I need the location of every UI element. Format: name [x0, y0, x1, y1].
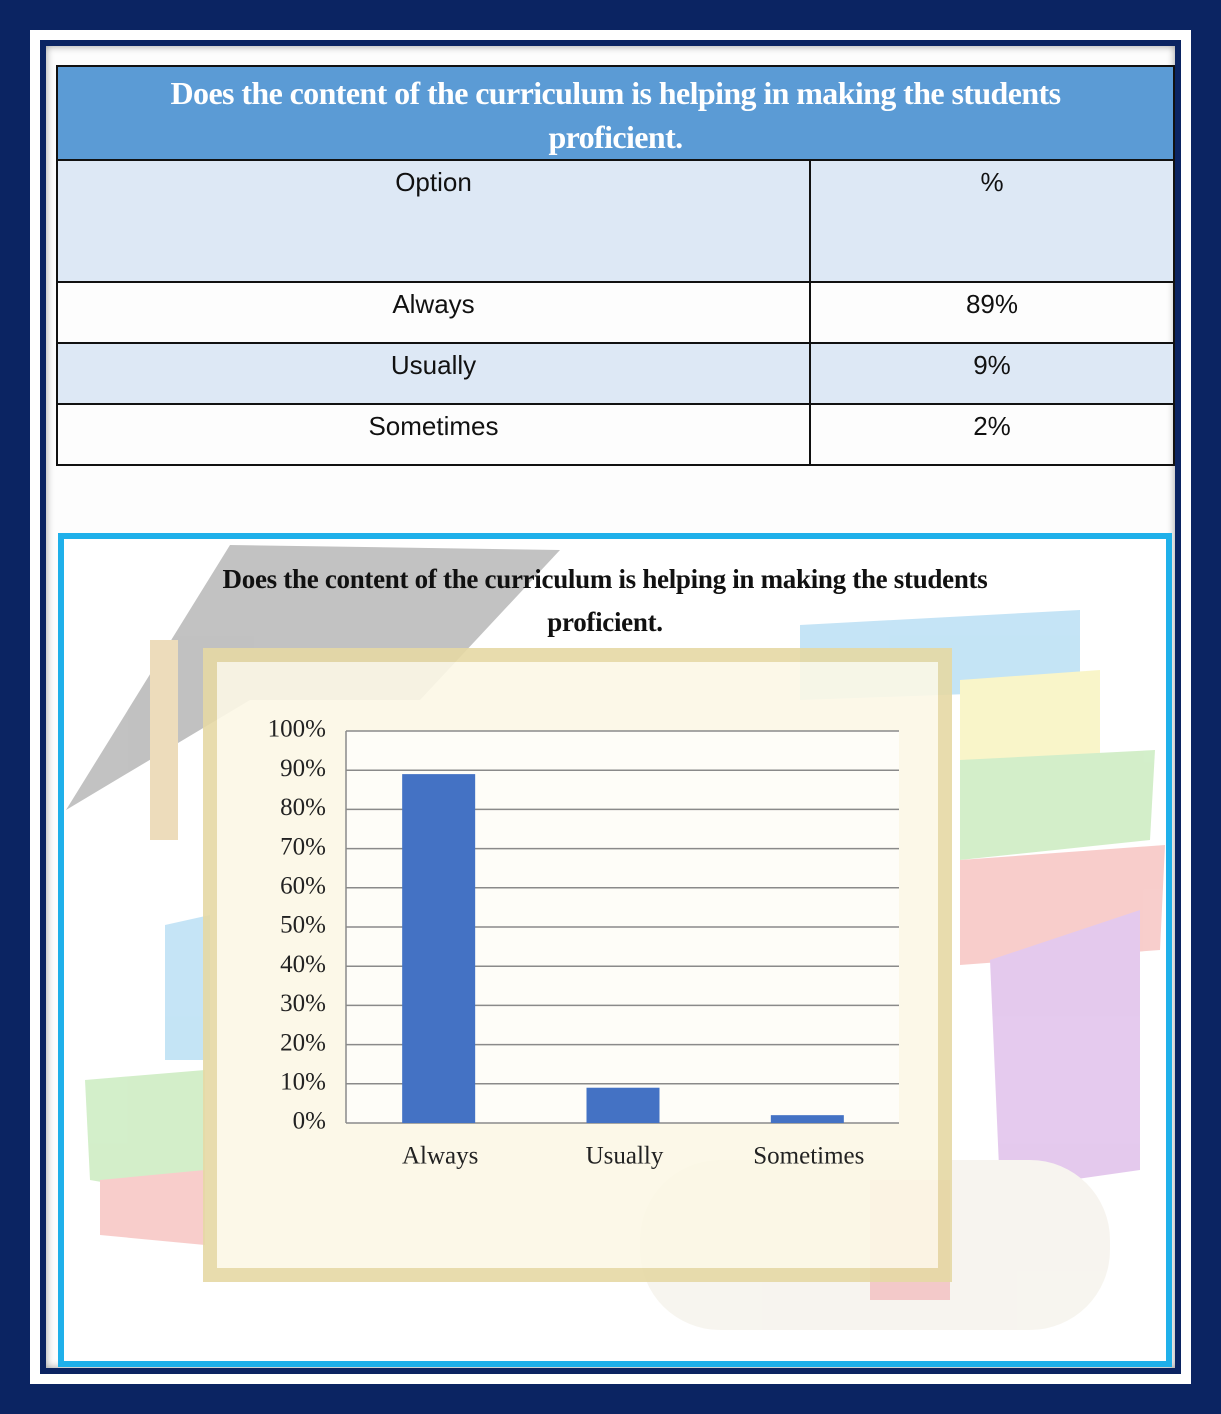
y-tick-label: 30% [280, 990, 326, 1017]
y-tick-label: 80% [280, 794, 326, 821]
bar [586, 1087, 660, 1123]
data-table: Does the content of the curriculum is he… [56, 65, 1175, 466]
y-tick-label: 90% [280, 755, 326, 782]
cell: Usually [56, 342, 811, 405]
chart-title: Does the content of the curriculum is he… [222, 564, 988, 637]
header-cell: Option [56, 159, 811, 283]
x-tick-label: Usually [586, 1143, 664, 1170]
y-tick-label: 60% [280, 873, 326, 900]
bar [402, 774, 476, 1123]
bar [770, 1115, 844, 1123]
y-tick-label: 0% [293, 1108, 326, 1135]
y-tick-label: 10% [280, 1069, 326, 1096]
y-tick-label: 100% [268, 716, 326, 743]
y-tick-label: 70% [280, 833, 326, 860]
cell: 2% [809, 403, 1175, 466]
y-tick-label: 50% [280, 912, 326, 939]
cell: Always [56, 281, 811, 344]
y-tick-label: 20% [280, 1029, 326, 1056]
x-tick-label: Sometimes [753, 1143, 864, 1170]
cell: 89% [809, 281, 1175, 344]
x-tick-label: Always [402, 1143, 478, 1170]
header-cell: % [809, 159, 1175, 283]
cell: 9% [809, 342, 1175, 405]
table-title: Does the content of the curriculum is he… [56, 65, 1175, 161]
y-tick-label: 40% [280, 951, 326, 978]
cell: Sometimes [56, 403, 811, 466]
